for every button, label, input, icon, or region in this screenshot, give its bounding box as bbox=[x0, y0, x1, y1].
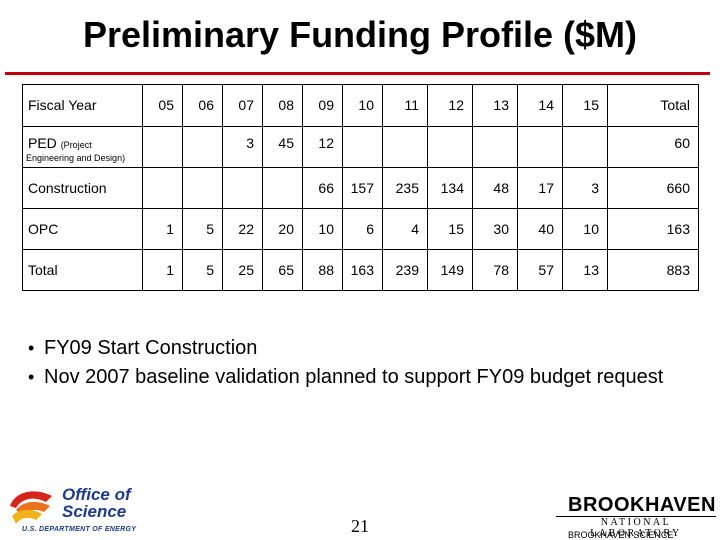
bullet-icon: • bbox=[28, 367, 35, 387]
table-cell: 10 bbox=[302, 208, 343, 250]
table-cell: 1 bbox=[142, 249, 183, 291]
header-cell: 10 bbox=[342, 84, 383, 127]
bullet-list: • FY09 Start Construction • Nov 2007 bas… bbox=[28, 334, 708, 392]
table-cell bbox=[182, 126, 223, 168]
row-label-ped: PED (Project Engineering and Design) bbox=[22, 126, 143, 168]
table-cell bbox=[427, 126, 473, 168]
row-label-construction: Construction bbox=[22, 167, 143, 209]
row-label-total: Total bbox=[22, 249, 143, 291]
table-cell: 22 bbox=[222, 208, 263, 250]
bullet-item: • Nov 2007 baseline validation planned t… bbox=[28, 363, 708, 392]
header-cell: 14 bbox=[517, 84, 563, 127]
header-cell: 06 bbox=[182, 84, 223, 127]
header-cell: 07 bbox=[222, 84, 263, 127]
doe-office-of-science-logo: Office of Science U.S. DEPARTMENT OF ENE… bbox=[6, 482, 151, 534]
table-cell: 157 bbox=[342, 167, 383, 209]
table-cell: 3 bbox=[562, 167, 608, 209]
table-cell bbox=[262, 167, 303, 209]
table-cell: 15 bbox=[427, 208, 473, 250]
table-cell bbox=[342, 126, 383, 168]
table-row-opc: OPC 1 5 22 20 10 6 4 15 30 40 10 163 bbox=[22, 208, 699, 250]
header-cell: 12 bbox=[427, 84, 473, 127]
bnl-name: BROOKHAVEN bbox=[568, 494, 716, 516]
doe-seal-icon bbox=[6, 486, 56, 526]
table-cell: 30 bbox=[472, 208, 518, 250]
table-cell: 4 bbox=[382, 208, 428, 250]
header-cell: Fiscal Year bbox=[22, 84, 143, 127]
table-cell: 149 bbox=[427, 249, 473, 291]
table-cell: 40 bbox=[517, 208, 563, 250]
ped-note: (Project bbox=[60, 140, 92, 150]
header-cell: 13 bbox=[472, 84, 518, 127]
bullet-text: Nov 2007 baseline validation planned to … bbox=[44, 366, 664, 388]
table-cell: 66 bbox=[302, 167, 343, 209]
table-cell: 25 bbox=[222, 249, 263, 291]
table-cell: 5 bbox=[182, 249, 223, 291]
page-number: 21 bbox=[351, 516, 369, 536]
brookhaven-logo: BROOKHAVEN NATIONAL LABORATORY BROOKHAVE… bbox=[556, 494, 716, 540]
bullet-item: • FY09 Start Construction bbox=[28, 334, 708, 363]
row-label-opc: OPC bbox=[22, 208, 143, 250]
table-row-total: Total 1 5 25 65 88 163 239 149 78 57 13 … bbox=[22, 249, 699, 291]
table-cell: 60 bbox=[607, 126, 699, 168]
header-cell: 09 bbox=[302, 84, 343, 127]
header-cell: Total bbox=[607, 84, 699, 127]
table-cell: 6 bbox=[342, 208, 383, 250]
table-cell: 48 bbox=[472, 167, 518, 209]
table-cell bbox=[182, 167, 223, 209]
table-cell: 3 bbox=[222, 126, 263, 168]
table-cell bbox=[222, 167, 263, 209]
table-row-construction: Construction 66 157 235 134 48 17 3 660 bbox=[22, 167, 699, 209]
table-cell: 45 bbox=[262, 126, 303, 168]
doe-subtitle: U.S. DEPARTMENT OF ENERGY bbox=[22, 526, 137, 533]
table-cell: 883 bbox=[607, 249, 699, 291]
table-cell: 163 bbox=[607, 208, 699, 250]
table-cell: 17 bbox=[517, 167, 563, 209]
table-cell: 88 bbox=[302, 249, 343, 291]
table-cell: 163 bbox=[342, 249, 383, 291]
table-row-ped: PED (Project Engineering and Design) 3 4… bbox=[22, 126, 699, 168]
header-cell: 15 bbox=[562, 84, 608, 127]
table-cell: 10 bbox=[562, 208, 608, 250]
header-cell: 08 bbox=[262, 84, 303, 127]
doe-title-line2: Science bbox=[62, 502, 127, 521]
header-cell: 11 bbox=[382, 84, 428, 127]
table-cell bbox=[472, 126, 518, 168]
doe-title-line1: Office of bbox=[62, 485, 131, 504]
doe-title: Office of Science bbox=[62, 486, 131, 520]
table-cell bbox=[382, 126, 428, 168]
table-cell bbox=[562, 126, 608, 168]
table-cell: 239 bbox=[382, 249, 428, 291]
ped-note-continued: Engineering and Design) bbox=[26, 153, 126, 163]
table-cell: 660 bbox=[607, 167, 699, 209]
table-header-row: Fiscal Year 05 06 07 08 09 10 11 12 13 1… bbox=[22, 84, 699, 127]
header-cell: 05 bbox=[142, 84, 183, 127]
funding-table: Fiscal Year 05 06 07 08 09 10 11 12 13 1… bbox=[22, 84, 699, 291]
bullet-icon: • bbox=[28, 338, 35, 358]
table-cell: 1 bbox=[142, 208, 183, 250]
table-cell: 65 bbox=[262, 249, 303, 291]
table-cell bbox=[517, 126, 563, 168]
table-cell: 134 bbox=[427, 167, 473, 209]
slide-title: Preliminary Funding Profile ($M) bbox=[82, 14, 638, 55]
table-cell: 20 bbox=[262, 208, 303, 250]
table-cell: 235 bbox=[382, 167, 428, 209]
table-cell: 13 bbox=[562, 249, 608, 291]
ped-label: PED bbox=[28, 135, 57, 151]
table-cell: 5 bbox=[182, 208, 223, 250]
table-cell: 78 bbox=[472, 249, 518, 291]
table-cell bbox=[142, 167, 183, 209]
table-cell bbox=[142, 126, 183, 168]
bullet-text: FY09 Start Construction bbox=[44, 337, 258, 359]
table-cell: 57 bbox=[517, 249, 563, 291]
title-divider bbox=[5, 72, 710, 75]
bnl-associates: BROOKHAVEN SCIENCE bbox=[568, 530, 674, 540]
bnl-subtitle: NATIONAL LABORATORY bbox=[556, 516, 716, 539]
table-cell: 12 bbox=[302, 126, 343, 168]
